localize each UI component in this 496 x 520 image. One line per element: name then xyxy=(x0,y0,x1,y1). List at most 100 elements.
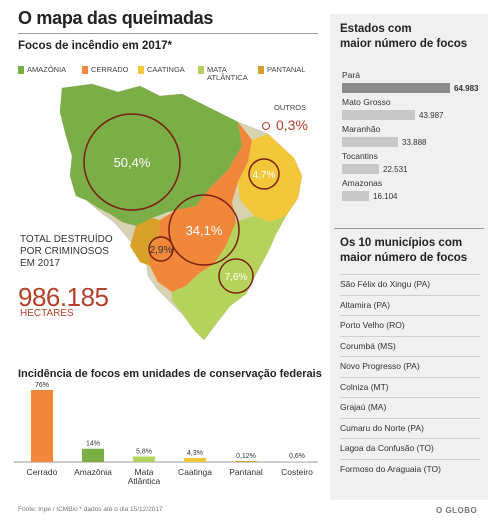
biome-amazonia xyxy=(60,84,242,226)
biome-mata-atlantica xyxy=(172,216,286,340)
circle-label-pantanal: 2,9% xyxy=(150,245,173,256)
legend-item-amazonia: AMAZÔNIA xyxy=(18,66,66,74)
state-bar xyxy=(342,137,398,147)
circle-cerrado xyxy=(168,194,240,266)
biome-pantanal xyxy=(130,218,160,266)
total-label-line: EM 2017 xyxy=(20,258,61,269)
total-unit: HECTARES xyxy=(20,308,74,319)
uc-bar-value: 5,8% xyxy=(136,449,152,456)
list-separator xyxy=(340,294,480,296)
state-bar xyxy=(342,164,379,174)
uc-bar xyxy=(133,456,155,462)
uc-chart-title: Incidência de focos em unidades de conse… xyxy=(18,368,322,380)
total-label-line: POR CRIMINOSOS xyxy=(20,246,109,257)
outros-circle xyxy=(262,122,270,130)
legend-label: PANTANAL xyxy=(267,65,306,74)
legend-item-mata-atlantica: MATA ATLÂNTICA xyxy=(198,66,250,82)
state-bar xyxy=(342,110,415,120)
circle-label-caatinga: 4,7% xyxy=(253,170,276,181)
legend-label: CAATINGA xyxy=(147,65,185,74)
circle-label-amazonia: 50,4% xyxy=(114,155,151,170)
uc-bar xyxy=(235,461,257,462)
list-separator xyxy=(340,397,480,398)
list-separator xyxy=(340,417,480,419)
state-name: Maranhão xyxy=(342,124,381,134)
list-separator xyxy=(340,376,480,378)
legend-label: AMAZÔNIA xyxy=(27,65,67,74)
list-separator xyxy=(340,458,480,460)
total-value: 986.185 xyxy=(18,282,109,312)
circle-caatinga xyxy=(248,158,280,190)
list-separator xyxy=(340,438,480,439)
uc-bar xyxy=(82,448,104,462)
legend-label: CERRADO xyxy=(91,65,129,74)
state-value: 22.531 xyxy=(383,165,408,174)
municipality-item: Corumbá (MS) xyxy=(340,340,396,351)
uc-bar-category: Caatinga xyxy=(178,467,212,477)
list-separator xyxy=(340,356,480,357)
uc-bar-category: Pantanal xyxy=(229,467,263,477)
state-name: Tocantins xyxy=(342,151,378,161)
municipality-item: Novo Progresso (PA) xyxy=(340,361,420,371)
circle-mata-atlantica xyxy=(218,258,254,294)
circle-amazonia xyxy=(83,113,181,211)
map-subtitle: Focos de incêndio em 2017* xyxy=(18,40,173,52)
total-label-line: TOTAL DESTRUÍDO xyxy=(20,234,113,245)
legend-label: MATA ATLÂNTICA xyxy=(207,65,248,82)
state-name: Amazonas xyxy=(342,178,383,188)
municipality-item: Porto Velho (RO) xyxy=(340,320,405,330)
uc-bar-category: Amazônia xyxy=(74,467,112,477)
uc-bar-value: 0,6% xyxy=(289,453,305,460)
municipality-item: Colniza (MT) xyxy=(340,381,389,392)
state-name: Mato Grosso xyxy=(342,97,391,107)
title-divider xyxy=(18,33,318,34)
page-title: O mapa das queimadas xyxy=(18,8,214,28)
state-name: Pará xyxy=(342,70,360,80)
uc-bar xyxy=(31,390,53,462)
state-bar xyxy=(342,83,450,93)
municipality-item: Formoso do Araguaia (TO) xyxy=(340,463,441,474)
biome-caatinga xyxy=(238,134,302,222)
state-value: 43.987 xyxy=(419,111,444,120)
list-separator xyxy=(340,335,480,337)
legend-swatch xyxy=(138,66,144,74)
states-title: Estados com maior número de focos xyxy=(340,23,468,50)
biome-map: 50,4% 34,1% 4,7% 2,9% 7,6% xyxy=(59,83,303,341)
circle-label-mata-atlantica: 7,6% xyxy=(225,272,248,283)
publisher-logo: O GLOBO xyxy=(436,506,478,515)
uc-bar-value: 14% xyxy=(86,441,100,448)
biome-cerrado xyxy=(148,122,252,292)
state-value: 33.888 xyxy=(402,138,427,147)
uc-bar-category: Atlântica xyxy=(128,476,161,486)
state-value: 64.983 xyxy=(454,84,479,93)
uc-bar-value: 0,12% xyxy=(236,453,256,460)
legend-swatch xyxy=(82,66,88,74)
list-separator xyxy=(340,315,480,316)
municipality-item: Grajaú (MA) xyxy=(340,402,387,412)
uc-bar-category: Costeiro xyxy=(281,467,313,477)
municipality-item: São Félix do Xingu (PA) xyxy=(340,279,431,289)
legend-swatch xyxy=(258,66,264,74)
legend-swatch xyxy=(18,66,24,74)
state-value: 16.104 xyxy=(373,192,398,201)
legend-item-cerrado: CERRADO xyxy=(82,66,129,74)
list-separator xyxy=(340,274,480,275)
outros-label: OUTROS xyxy=(274,103,307,112)
uc-bar-value: 76% xyxy=(35,382,49,389)
municipality-item: Lagoa da Confusão (TO) xyxy=(340,443,434,453)
circle-pantanal xyxy=(148,236,174,262)
municipalities-title: Os 10 municípios com maior número de foco… xyxy=(340,237,468,264)
uc-bar xyxy=(184,457,206,462)
source-note: Fonte: Inpe / ICMBio * dados até o dia 1… xyxy=(18,506,163,513)
uc-bar-category: Mata xyxy=(135,467,154,477)
municipality-item: Cumaru do Norte (PA) xyxy=(340,422,424,433)
total-label: TOTAL DESTRUÍDO POR CRIMINOSOS EM 2017 xyxy=(20,234,113,270)
uc-bar-value: 4,3% xyxy=(187,450,203,457)
legend-swatch xyxy=(198,66,204,74)
panel-divider xyxy=(334,228,484,229)
legend-item-pantanal: PANTANAL xyxy=(258,66,305,74)
legend-item-caatinga: CAATINGA xyxy=(138,66,185,74)
outros-value: 0,3% xyxy=(276,117,308,133)
municipality-item: Altamira (PA) xyxy=(340,299,390,310)
